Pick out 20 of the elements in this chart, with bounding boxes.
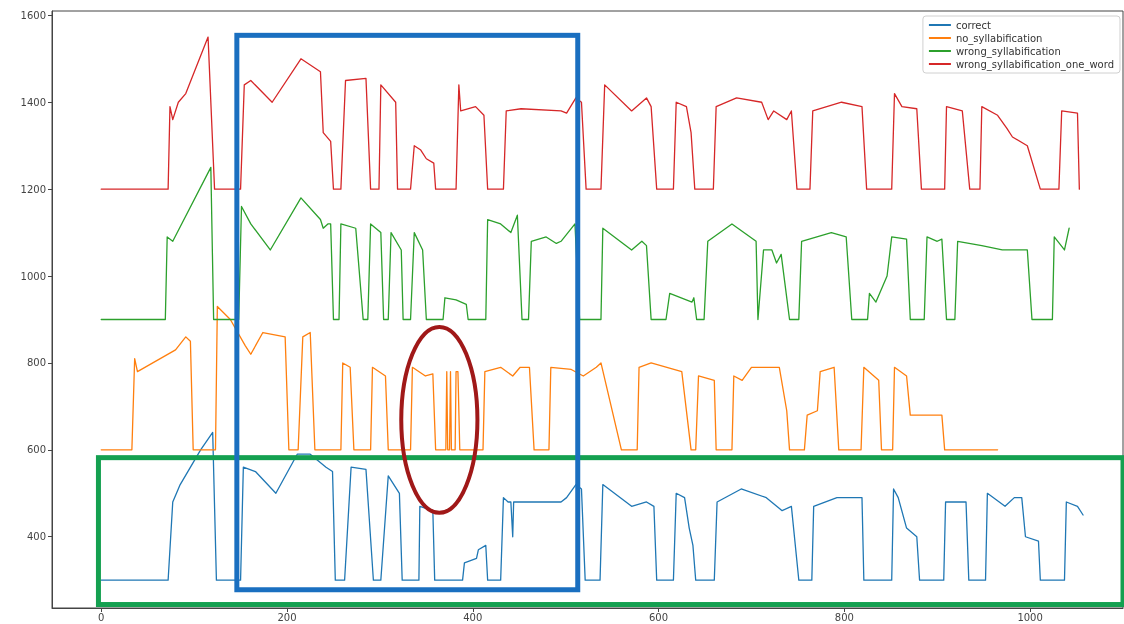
x-tick-label: 600: [649, 611, 669, 623]
x-tick-label: 1000: [1017, 611, 1043, 623]
y-tick-label: 600: [26, 444, 46, 456]
legend-label: wrong_syllabification_one_word: [955, 58, 1115, 71]
legend-label: no_syllabification: [955, 32, 1043, 45]
y-tick-label: 1600: [20, 9, 46, 21]
line-series: [100, 166, 1070, 321]
line-series: [100, 305, 999, 451]
x-tick-label: 200: [277, 611, 297, 623]
x-tick-label: 400: [463, 611, 483, 623]
y-tick-label: 400: [26, 531, 46, 543]
x-tick-label: 0: [98, 611, 105, 623]
y-tick-label: 1000: [20, 270, 46, 282]
y-tick-label: 800: [26, 357, 46, 369]
legend-label: wrong_syllabification: [955, 45, 1061, 58]
legend-label: correct: [955, 19, 992, 31]
x-tick-label: 800: [834, 611, 854, 623]
y-tick-label: 1400: [20, 96, 46, 108]
y-tick-label: 1200: [20, 183, 46, 195]
line-series: [100, 431, 1084, 581]
